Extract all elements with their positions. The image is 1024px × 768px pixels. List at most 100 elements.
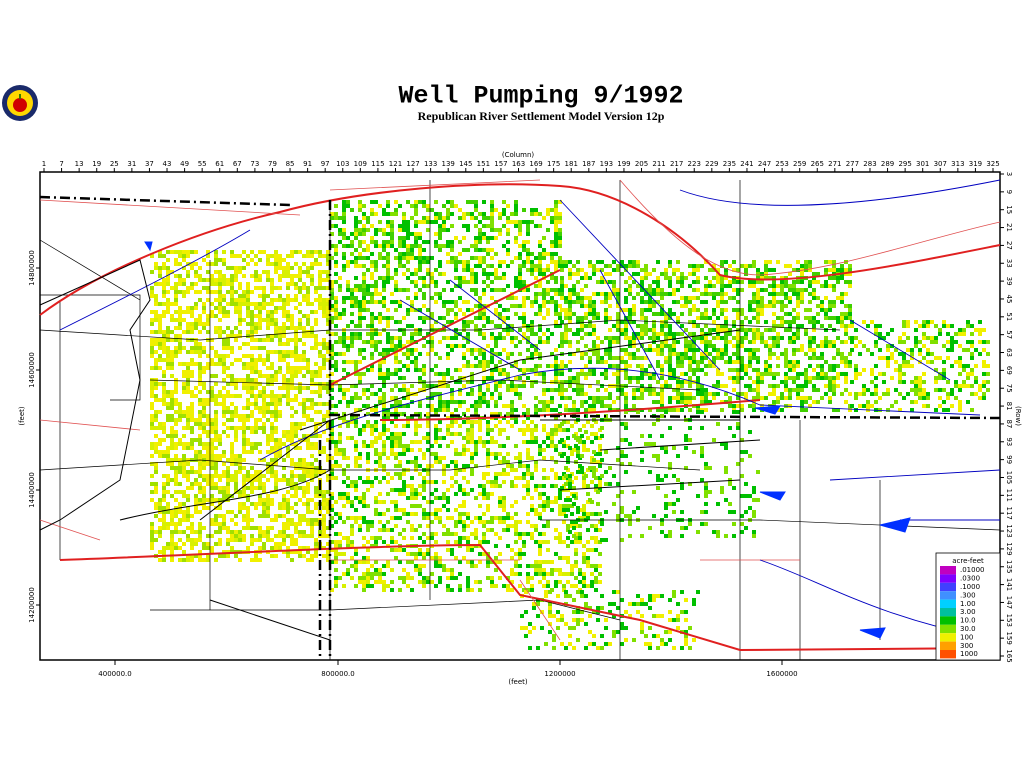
cell (394, 284, 398, 288)
cell (358, 204, 362, 208)
cell (554, 348, 558, 352)
cell (506, 412, 510, 416)
cell (648, 308, 652, 312)
cell (262, 430, 266, 434)
cell (430, 396, 434, 400)
cell (470, 404, 474, 408)
cell (342, 396, 346, 400)
cell (186, 370, 190, 374)
cell (402, 256, 406, 260)
cell (406, 392, 410, 396)
cell (234, 426, 238, 430)
cell (358, 308, 362, 312)
cell (494, 556, 498, 560)
cell (576, 300, 580, 304)
cell (182, 550, 186, 554)
cell (378, 456, 382, 460)
cell (554, 240, 558, 244)
cell (346, 500, 350, 504)
cell (462, 324, 466, 328)
cell (270, 302, 274, 306)
cell (386, 212, 390, 216)
cell (418, 404, 422, 408)
cell (470, 364, 474, 368)
cell (530, 252, 534, 256)
cell (550, 364, 554, 368)
cell (310, 370, 314, 374)
cell (542, 304, 546, 308)
cell (410, 560, 414, 564)
cell (290, 494, 294, 498)
cell (358, 428, 362, 432)
cell (322, 514, 326, 518)
cell (640, 396, 644, 400)
cell (554, 200, 558, 204)
cell (640, 324, 644, 328)
cell (534, 372, 538, 376)
cell (498, 452, 502, 456)
cell (382, 440, 386, 444)
cell (450, 420, 454, 424)
cell (298, 478, 302, 482)
cell (278, 454, 282, 458)
cell (426, 432, 430, 436)
cell (206, 314, 210, 318)
cell (588, 264, 592, 268)
cell (166, 474, 170, 478)
cell (182, 446, 186, 450)
cell (598, 564, 602, 568)
cell (438, 232, 442, 236)
cell (522, 240, 526, 244)
cell (294, 442, 298, 446)
cell (446, 408, 450, 412)
cell (190, 458, 194, 462)
cell (554, 312, 558, 316)
cell (174, 510, 178, 514)
cell (210, 430, 214, 434)
cell (608, 344, 612, 348)
cell (190, 414, 194, 418)
cell (238, 466, 242, 470)
cell (198, 362, 202, 366)
cell (582, 440, 586, 444)
cell (230, 382, 234, 386)
cell (378, 460, 382, 464)
cell (418, 440, 422, 444)
cell (434, 584, 438, 588)
cell (486, 316, 490, 320)
cell (302, 490, 306, 494)
cell (382, 572, 386, 576)
cell (632, 388, 636, 392)
cell (358, 232, 362, 236)
cell (490, 560, 494, 564)
cell (342, 340, 346, 344)
cell (242, 442, 246, 446)
cell (226, 346, 230, 350)
cell (542, 340, 546, 344)
cell (162, 254, 166, 258)
cell (362, 492, 366, 496)
cell (386, 376, 390, 380)
cell (326, 286, 330, 290)
cell (222, 354, 226, 358)
cell (576, 316, 580, 320)
cell (190, 350, 194, 354)
cell (604, 352, 608, 356)
cell (558, 200, 562, 204)
cell (554, 292, 558, 296)
cell (582, 484, 586, 488)
cell (242, 294, 246, 298)
cell (162, 358, 166, 362)
cell (238, 254, 242, 258)
cell (402, 472, 406, 476)
cell (206, 338, 210, 342)
cell (390, 240, 394, 244)
cell (470, 268, 474, 272)
cell (158, 526, 162, 530)
cell (174, 410, 178, 414)
cell (262, 506, 266, 510)
cell (398, 240, 402, 244)
cell (294, 494, 298, 498)
cell (470, 380, 474, 384)
cell (550, 484, 554, 488)
